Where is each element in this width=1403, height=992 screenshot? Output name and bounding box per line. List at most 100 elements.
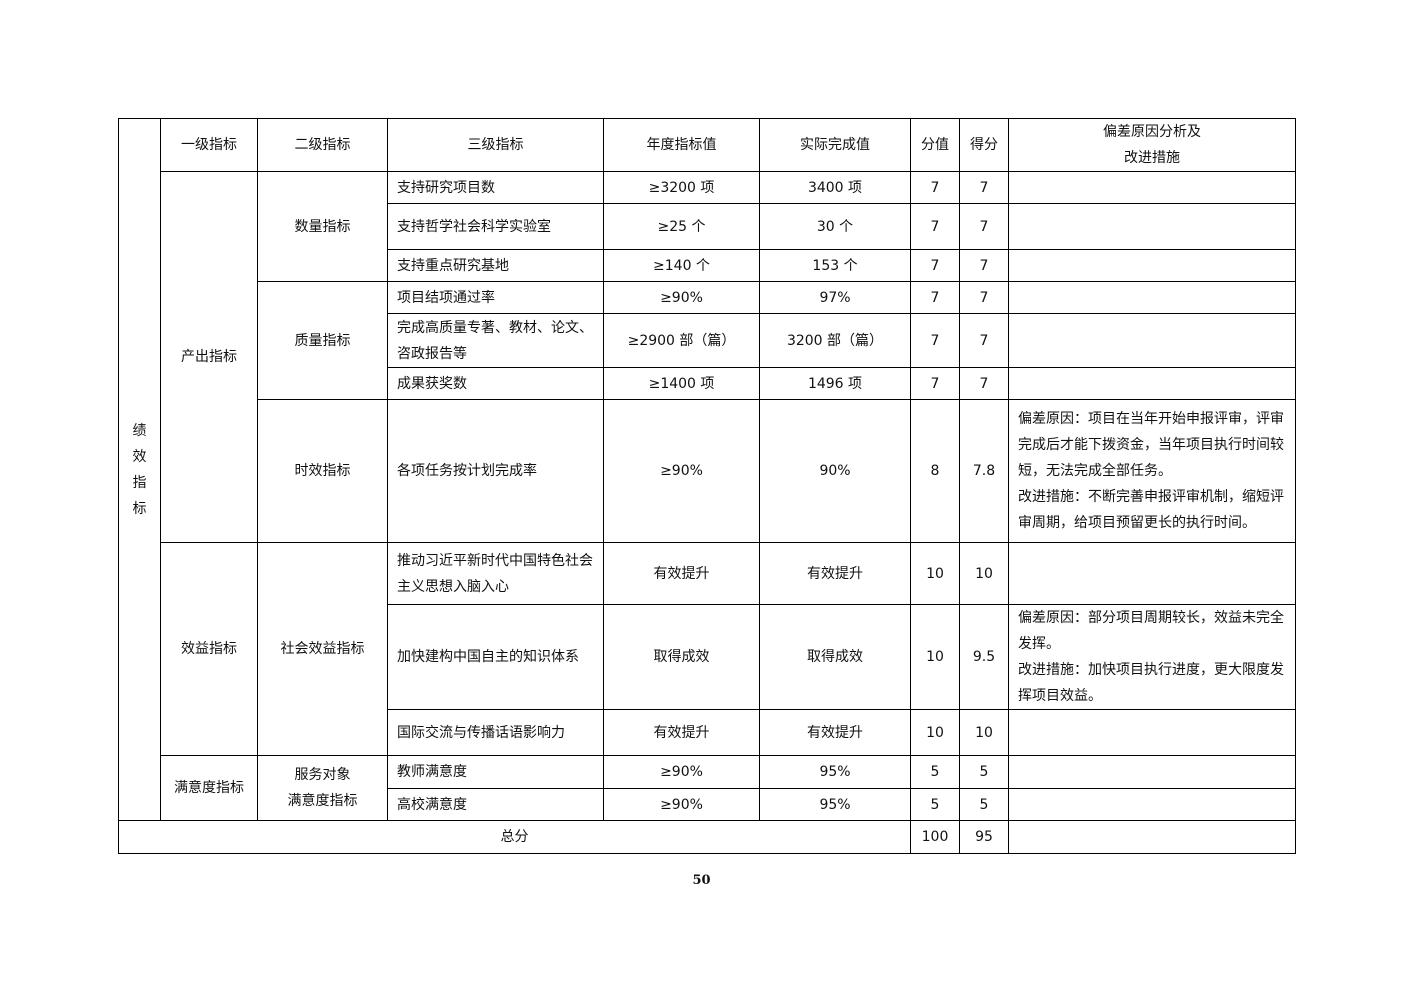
indicator-name: 支持哲学社会科学实验室	[387, 203, 604, 250]
deviation-note	[1008, 281, 1296, 314]
target-value: ≥140 个	[603, 249, 760, 282]
weight: 7	[910, 313, 960, 368]
weight: 5	[910, 788, 960, 821]
weight: 7	[910, 203, 960, 250]
group-social-benefit: 社会效益指标	[257, 542, 388, 756]
side-label: 绩效指标	[132, 422, 147, 517]
weight: 10	[910, 542, 960, 605]
table-row: 产出指标 数量指标 支持研究项目数 ≥3200 项 3400 项 7 7	[119, 171, 1296, 543]
indicator-name: 完成高质量专著、教材、论文、咨政报告等	[387, 313, 604, 368]
score: 5	[959, 788, 1009, 821]
table-row: 时效指标 各项任务按计划完成率 ≥90% 90% 8 7.8 偏差原因：项目在当…	[119, 399, 1296, 543]
performance-indicator-table: 绩效指标 一级指标 二级指标 三级指标 年度指标值 实际完成值 分值 得分 偏差…	[118, 118, 1296, 854]
score: 7.8	[959, 399, 1009, 543]
header-deviation-line1: 偏差原因分析及	[1103, 124, 1201, 140]
total-note	[1008, 820, 1296, 854]
group-service-satisfaction-line1: 服务对象	[294, 767, 351, 783]
deviation-note	[1008, 313, 1296, 368]
indicator-name: 推动习近平新时代中国特色社会主义思想入脑入心	[387, 542, 604, 605]
header-score: 得分	[959, 118, 1009, 172]
group-benefit: 效益指标	[160, 542, 258, 756]
actual-value: 95%	[759, 755, 911, 789]
weight: 7	[910, 249, 960, 282]
header-deviation: 偏差原因分析及 改进措施	[1008, 118, 1296, 172]
table-row: 支持哲学社会科学实验室 ≥25 个 30 个 7 7	[119, 203, 1296, 250]
score: 7	[959, 367, 1009, 400]
actual-value: 3400 项	[759, 171, 911, 204]
table-row: 加快建构中国自主的知识体系 取得成效 取得成效 10 9.5 偏差原因：部分项目…	[119, 604, 1296, 710]
score: 5	[959, 755, 1009, 789]
weight: 10	[910, 604, 960, 710]
deviation-note	[1008, 755, 1296, 789]
actual-value: 3200 部（篇）	[759, 313, 911, 368]
header-target: 年度指标值	[603, 118, 760, 172]
header-level2: 二级指标	[257, 118, 388, 172]
score: 10	[959, 709, 1009, 756]
total-weight: 100	[910, 820, 960, 854]
header-weight: 分值	[910, 118, 960, 172]
actual-value: 有效提升	[759, 542, 911, 605]
table-row: 高校满意度 ≥90% 95% 5 5	[119, 788, 1296, 821]
indicator-name: 项目结项通过率	[387, 281, 604, 314]
group-output: 产出指标	[160, 171, 258, 543]
indicator-name: 各项任务按计划完成率	[387, 399, 604, 543]
target-value: 有效提升	[603, 542, 760, 605]
score: 9.5	[959, 604, 1009, 710]
header-level3: 三级指标	[387, 118, 604, 172]
deviation-note	[1008, 249, 1296, 282]
target-value: ≥90%	[603, 399, 760, 543]
target-value: ≥25 个	[603, 203, 760, 250]
table-row: 效益指标 社会效益指标 推动习近平新时代中国特色社会主义思想入脑入心 有效提升 …	[119, 542, 1296, 756]
header-row: 绩效指标 一级指标 二级指标 三级指标 年度指标值 实际完成值 分值 得分 偏差…	[118, 118, 1296, 821]
indicator-name: 国际交流与传播话语影响力	[387, 709, 604, 756]
weight: 8	[910, 399, 960, 543]
total-row: 总分 100 95	[118, 820, 1296, 854]
score: 7	[959, 249, 1009, 282]
table-row: 国际交流与传播话语影响力 有效提升 有效提升 10 10	[119, 709, 1296, 756]
group-service-satisfaction-line2: 满意度指标	[287, 793, 358, 809]
table-row: 质量指标 项目结项通过率 ≥90% 97% 7 7	[119, 281, 1296, 400]
weight: 7	[910, 367, 960, 400]
actual-value: 97%	[759, 281, 911, 314]
actual-value: 30 个	[759, 203, 911, 250]
indicator-name: 加快建构中国自主的知识体系	[387, 604, 604, 710]
actual-value: 有效提升	[759, 709, 911, 756]
weight: 10	[910, 709, 960, 756]
deviation-note	[1008, 171, 1296, 204]
indicator-name: 教师满意度	[387, 755, 604, 789]
actual-value: 95%	[759, 788, 911, 821]
group-satisfaction: 满意度指标	[160, 755, 258, 821]
group-timeliness: 时效指标	[257, 399, 388, 543]
actual-value: 1496 项	[759, 367, 911, 400]
header-level1: 一级指标	[160, 118, 258, 172]
group-quality: 质量指标	[257, 281, 388, 400]
target-value: ≥1400 项	[603, 367, 760, 400]
deviation-note	[1008, 788, 1296, 821]
table-row: 支持重点研究基地 ≥140 个 153 个 7 7	[119, 249, 1296, 282]
actual-value: 90%	[759, 399, 911, 543]
target-value: 有效提升	[603, 709, 760, 756]
total-label: 总分	[118, 820, 911, 854]
deviation-note: 偏差原因：项目在当年开始申报评审，评审完成后才能下拨资金，当年项目执行时间较短，…	[1008, 399, 1296, 543]
deviation-note	[1008, 203, 1296, 250]
weight: 7	[910, 281, 960, 314]
target-value: ≥90%	[603, 788, 760, 821]
table-row: 完成高质量专著、教材、论文、咨政报告等 ≥2900 部（篇） 3200 部（篇）…	[119, 313, 1296, 368]
deviation-note	[1008, 367, 1296, 400]
score: 7	[959, 281, 1009, 314]
actual-value: 取得成效	[759, 604, 911, 710]
page-number: 50	[692, 873, 711, 888]
indicator-name: 支持研究项目数	[387, 171, 604, 204]
actual-value: 153 个	[759, 249, 911, 282]
deviation-note	[1008, 542, 1296, 605]
weight: 7	[910, 171, 960, 204]
total-score: 95	[959, 820, 1009, 854]
target-value: ≥3200 项	[603, 171, 760, 204]
table-row: 满意度指标 服务对象 满意度指标 教师满意度 ≥90% 95% 5 5	[119, 755, 1296, 821]
group-quantity: 数量指标	[257, 171, 388, 282]
target-value: ≥2900 部（篇）	[603, 313, 760, 368]
score: 7	[959, 313, 1009, 368]
table-row: 成果获奖数 ≥1400 项 1496 项 7 7	[119, 367, 1296, 400]
header-deviation-line2: 改进措施	[1124, 150, 1180, 166]
header-actual: 实际完成值	[759, 118, 911, 172]
